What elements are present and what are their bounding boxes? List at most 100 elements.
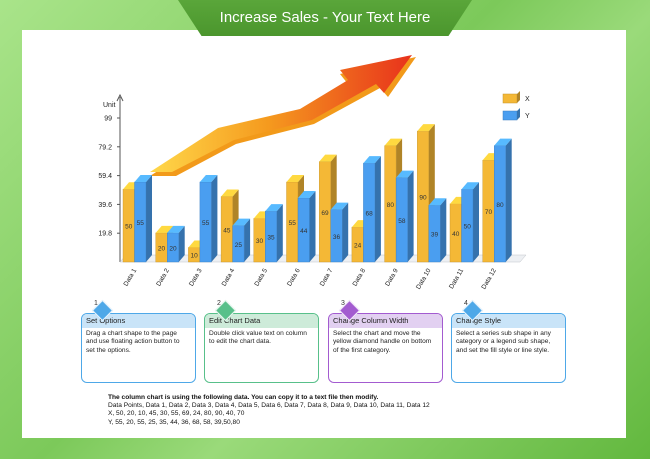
bar-data-label: 55 xyxy=(289,220,297,227)
x-tick-label: Data 8 xyxy=(351,267,367,287)
bar-side xyxy=(244,218,251,262)
bar-data-label: 55 xyxy=(137,220,145,227)
step-number: 2 xyxy=(217,300,221,307)
step-number: 1 xyxy=(94,300,98,307)
bar-top xyxy=(396,170,414,178)
bar-top xyxy=(494,138,512,146)
step-card[interactable]: Edit Chart Data Double click value text o… xyxy=(204,313,319,383)
bar-side xyxy=(178,225,185,262)
bar-data-label: 68 xyxy=(366,211,374,218)
x-tick-label: Data 3 xyxy=(188,267,204,287)
bar-data-label: 69 xyxy=(321,210,329,217)
bar-data-label: 25 xyxy=(235,242,243,249)
step-card-line: category or a legend sub shape, xyxy=(456,338,551,346)
title-banner xyxy=(178,0,472,36)
step-card-line: and set the fill style or line style. xyxy=(456,346,550,354)
legend-swatch-side xyxy=(517,91,520,103)
step-card-text: Select a series sub shape in any category… xyxy=(452,328,565,355)
data-note: The column chart is using the following … xyxy=(108,394,430,427)
legend-swatch-side xyxy=(517,108,520,120)
bar-top xyxy=(319,154,337,162)
step-card-title: Change Column Width xyxy=(329,314,442,328)
x-tick-label: Data 5 xyxy=(253,267,269,287)
x-tick-label: Data 10 xyxy=(415,267,433,291)
step-card-line: Select a series sub shape in any xyxy=(456,330,551,337)
step-card-title: Set Options xyxy=(82,314,195,328)
step-card-line: set the options. xyxy=(86,346,131,354)
step-card-line: and use floating action button to xyxy=(86,338,180,346)
data-note-line: X, 50, 20, 10, 45, 30, 55, 69, 24, 80, 9… xyxy=(108,410,245,418)
step-card-line: Double click value text on column xyxy=(209,330,307,337)
bar-side xyxy=(309,191,316,262)
bar-data-label: 40 xyxy=(452,231,460,238)
bar-top xyxy=(461,182,479,190)
bar-data-label: 90 xyxy=(419,195,427,202)
bar-data-label: 35 xyxy=(267,235,275,242)
bar-data-label: 55 xyxy=(202,220,210,227)
bar-top xyxy=(265,204,283,212)
bar-data-label: 39 xyxy=(431,232,439,239)
bar-side xyxy=(211,175,218,262)
y-tick-label: 59.4 xyxy=(98,173,112,180)
y-axis-label: Unit xyxy=(103,102,116,109)
step-card-line: yellow diamond handle on bottom xyxy=(333,338,432,346)
bar-data-label: 44 xyxy=(300,228,308,235)
bar-side xyxy=(276,204,283,262)
bar-side xyxy=(407,170,414,262)
bar-side xyxy=(374,156,381,262)
bar-top xyxy=(155,225,174,233)
x-tick-label: Data 1 xyxy=(123,267,139,287)
x-tick-label: Data 12 xyxy=(480,267,498,291)
data-note-line: Y, 55, 20, 55, 25, 35, 44, 36, 68, 58, 3… xyxy=(108,418,240,426)
x-tick-label: Data 4 xyxy=(221,267,237,287)
bar-top xyxy=(384,138,403,146)
step-card-title: Change Style xyxy=(452,314,565,328)
step-card-line: Select the chart and move the xyxy=(333,330,421,337)
bar-data-label: 10 xyxy=(191,253,199,260)
page-title: Increase Sales - Your Text Here xyxy=(219,9,431,26)
bar-data-label: 50 xyxy=(125,224,133,231)
step-card-text: Select the chart and move the yellow diam… xyxy=(329,328,442,355)
bar-data-label: 58 xyxy=(398,218,406,225)
y-tick-label: 79.2 xyxy=(98,144,112,151)
step-card-line: of the first category. xyxy=(333,346,391,354)
legend-swatch xyxy=(502,110,518,121)
legend-swatch xyxy=(502,93,518,104)
x-tick-label: Data 9 xyxy=(384,267,400,287)
data-note-line: Data Points, Data 1, Data 2, Data 3, Dat… xyxy=(108,402,430,410)
legend-label: Y xyxy=(525,113,530,120)
step-number: 3 xyxy=(341,300,345,307)
x-tick-label: Data 11 xyxy=(448,267,465,290)
y-tick-label: 99 xyxy=(104,116,112,123)
bar-side xyxy=(146,175,152,262)
bar-top xyxy=(232,218,251,226)
bar-top xyxy=(428,198,447,206)
bar-data-label: 20 xyxy=(158,245,166,252)
growth-arrow xyxy=(150,55,412,172)
data-note-heading: The column chart is using the following … xyxy=(108,394,379,401)
bar-data-label: 24 xyxy=(354,243,362,250)
bar-top xyxy=(417,124,435,132)
bar-side xyxy=(440,198,447,262)
step-card[interactable]: Change Column Width Select the chart and … xyxy=(328,313,443,383)
bar-top xyxy=(199,175,218,182)
x-tick-label: Data 6 xyxy=(286,267,302,287)
y-tick-label: 19.8 xyxy=(98,231,112,238)
step-card-text: Double click value text on column to edit… xyxy=(205,328,318,347)
step-card-text: Drag a chart shape to the page and use fl… xyxy=(82,328,195,355)
bar-side xyxy=(342,202,349,262)
bar-data-label: 70 xyxy=(485,209,493,216)
y-tick-label: 39.6 xyxy=(98,202,112,209)
step-number: 4 xyxy=(464,300,468,307)
step-card-title: Edit Chart Data xyxy=(205,314,318,328)
bar-top xyxy=(286,175,304,182)
step-card[interactable]: Set Options Drag a chart shape to the pag… xyxy=(81,313,196,383)
legend-label: X xyxy=(525,96,530,103)
bar-side xyxy=(473,182,479,262)
bar-top xyxy=(363,156,381,164)
x-tick-label: Data 7 xyxy=(319,267,335,287)
bar-data-label: 50 xyxy=(464,224,472,231)
step-card[interactable]: Change Style Select a series sub shape in… xyxy=(451,313,566,383)
bar-data-label: 30 xyxy=(256,238,264,245)
